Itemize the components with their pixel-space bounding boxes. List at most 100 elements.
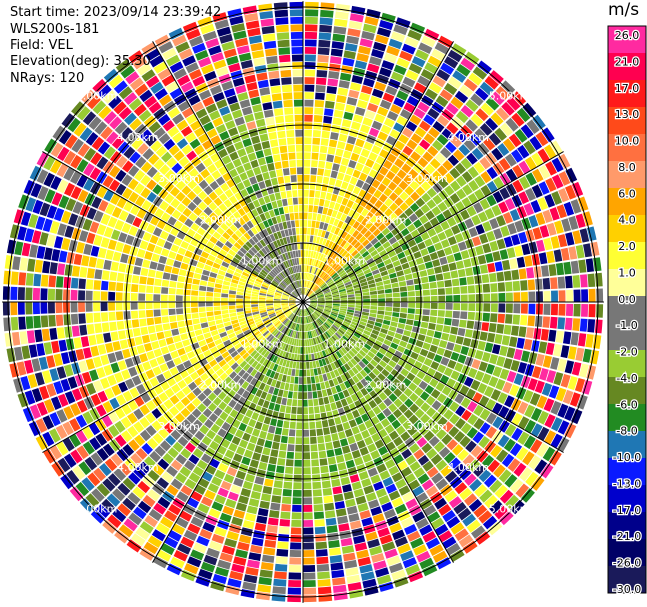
velocity-gate (342, 276, 350, 282)
velocity-gate (498, 158, 511, 171)
velocity-gate (486, 166, 498, 180)
velocity-gate (317, 295, 325, 299)
velocity-gate (384, 208, 393, 217)
velocity-gate (316, 269, 322, 276)
velocity-gate (341, 250, 348, 258)
velocity-gate (474, 189, 485, 201)
velocity-gate (419, 214, 429, 225)
velocity-gate (348, 227, 356, 236)
velocity-gate (350, 260, 358, 267)
velocity-gate (570, 199, 582, 214)
velocity-gate (467, 166, 479, 179)
velocity-gate (343, 278, 351, 284)
velocity-gate (314, 276, 319, 284)
velocity-gate (499, 122, 513, 137)
velocity-gate (570, 260, 580, 274)
velocity-gate (385, 170, 396, 181)
velocity-gate (543, 144, 557, 160)
velocity-gate (310, 300, 318, 302)
velocity-gate (521, 217, 532, 230)
velocity-gate (355, 296, 363, 300)
velocity-gate (493, 228, 503, 240)
velocity-gate (428, 82, 442, 94)
velocity-gate (323, 290, 331, 294)
velocity-gate (331, 290, 339, 295)
velocity-gate (477, 254, 487, 265)
velocity-gate (326, 267, 333, 274)
velocity-gate (532, 168, 544, 183)
velocity-gate (489, 70, 504, 84)
colorbar-tick-label: -17.0 (613, 504, 641, 517)
velocity-gate (377, 261, 385, 269)
velocity-gate (432, 75, 446, 88)
velocity-gate (479, 157, 492, 170)
velocity-gate (402, 127, 414, 138)
velocity-gate (461, 171, 473, 183)
velocity-gate (472, 236, 482, 247)
velocity-gate (531, 152, 544, 167)
velocity-gate (420, 204, 431, 214)
velocity-gate (348, 272, 356, 279)
velocity-gate (312, 285, 318, 291)
velocity-gate (566, 289, 574, 302)
velocity-gate (315, 289, 322, 294)
velocity-gate (351, 278, 359, 284)
velocity-gate (450, 136, 462, 148)
velocity-gate (323, 288, 330, 293)
velocity-gate (585, 258, 594, 273)
velocity-gate (489, 272, 497, 283)
velocity-gate (479, 264, 488, 274)
velocity-gate (317, 279, 323, 286)
velocity-gate (490, 283, 498, 293)
colorbar-tick-label: 26.0 (615, 29, 640, 42)
velocity-gate (579, 228, 590, 243)
velocity-gate (393, 297, 400, 302)
velocity-gate (308, 292, 314, 297)
velocity-gate (436, 69, 451, 82)
velocity-gate (480, 171, 492, 184)
velocity-gate (369, 215, 378, 224)
velocity-gate (345, 267, 353, 274)
colorbar-tick-label: -21.0 (613, 530, 641, 543)
velocity-gate (334, 254, 341, 262)
velocity-gate (520, 291, 528, 302)
velocity-gate (518, 176, 531, 190)
velocity-gate (499, 187, 511, 200)
velocity-gate (363, 299, 370, 302)
velocity-gate (369, 195, 378, 205)
velocity-gate (336, 282, 344, 287)
velocity-gate (406, 279, 414, 286)
velocity-gate (316, 278, 322, 285)
colorbar-tick-label: -1.0 (616, 319, 637, 332)
velocity-gate (571, 181, 584, 197)
velocity-gate (501, 101, 515, 116)
velocity-gate (558, 171, 571, 186)
velocity-gate (511, 269, 520, 280)
velocity-gate (307, 291, 313, 297)
velocity-gate (404, 233, 414, 242)
velocity-gate (437, 231, 447, 241)
velocity-gate (511, 149, 524, 163)
velocity-gate (471, 214, 481, 226)
velocity-gate (430, 295, 438, 302)
velocity-gate (436, 280, 445, 288)
velocity-gate (565, 275, 573, 289)
velocity-gate (430, 288, 438, 296)
colorbar-tick-label: -26.0 (613, 557, 641, 570)
velocity-gate (427, 245, 436, 254)
velocity-gate (561, 218, 572, 232)
velocity-gate (366, 257, 374, 265)
velocity-gate (420, 276, 429, 284)
velocity-gate (369, 224, 377, 233)
velocity-gate (563, 201, 575, 216)
velocity-gate (551, 191, 563, 205)
velocity-gate (370, 294, 378, 299)
velocity-gate (374, 277, 383, 283)
velocity-gate (325, 296, 332, 299)
velocity-gate (502, 259, 511, 271)
velocity-gate (313, 285, 319, 292)
velocity-gate (394, 232, 404, 241)
velocity-gate (490, 91, 505, 106)
velocity-gate (565, 167, 578, 183)
velocity-gate (516, 256, 526, 268)
